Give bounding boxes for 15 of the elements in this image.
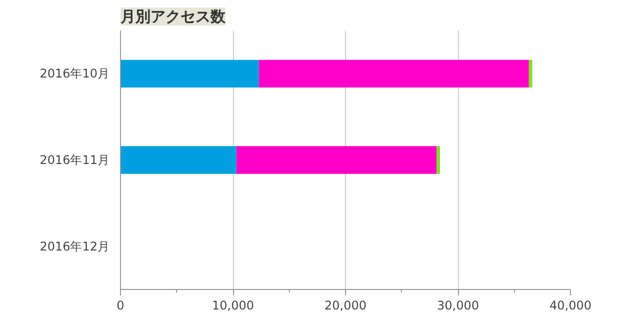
y-tick-label: 2016年12月 [40,239,110,254]
bar [436,146,440,174]
chart-title: 月別アクセス数 [120,8,226,26]
bar [528,60,532,88]
x-tick-label: 0 [116,298,124,312]
x-tick-label: 20,000 [324,298,367,312]
y-tick-label: 2016年11月 [40,153,110,167]
bar [120,146,236,174]
bar [120,60,259,88]
x-tick-label: 40,000 [550,298,592,312]
x-tick-label: 10,000 [212,298,254,312]
bar [258,60,529,88]
bar [236,146,437,174]
x-tick-label: 30,000 [437,298,480,312]
y-tick-label: 2016年10月 [40,66,110,81]
